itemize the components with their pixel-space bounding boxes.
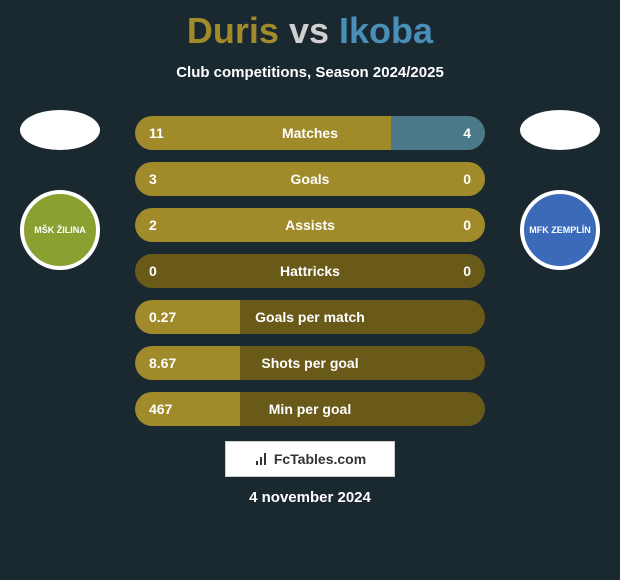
player1-side: MŠK ŽILINA <box>20 110 100 270</box>
stat-row: 0Hattricks0 <box>135 254 485 288</box>
player1-name: Duris <box>187 10 279 51</box>
stat-value-right: 0 <box>463 171 471 187</box>
vs-text: vs <box>289 10 329 51</box>
player1-avatar <box>20 110 100 150</box>
stat-row: 467Min per goal <box>135 392 485 426</box>
footer-label: FcTables.com <box>274 451 366 467</box>
player2-side: MFK ZEMPLÍN <box>520 110 600 270</box>
stat-row: 3Goals0 <box>135 162 485 196</box>
stat-row: 8.67Shots per goal <box>135 346 485 380</box>
player2-name: Ikoba <box>339 10 433 51</box>
player1-club-badge: MŠK ŽILINA <box>20 190 100 270</box>
player2-avatar <box>520 110 600 150</box>
stat-row: 0.27Goals per match <box>135 300 485 334</box>
stat-row: 11Matches4 <box>135 116 485 150</box>
stat-value-right: 0 <box>463 217 471 233</box>
stat-value-right: 4 <box>463 125 471 141</box>
stat-label: Goals per match <box>135 309 485 325</box>
chart-icon <box>254 451 270 467</box>
stat-value-right: 0 <box>463 263 471 279</box>
comparison-title: Duris vs Ikoba <box>0 0 620 52</box>
stat-label: Hattricks <box>135 263 485 279</box>
stat-row: 2Assists0 <box>135 208 485 242</box>
stat-label: Min per goal <box>135 401 485 417</box>
stat-label: Goals <box>135 171 485 187</box>
subtitle: Club competitions, Season 2024/2025 <box>0 64 620 81</box>
stat-label: Shots per goal <box>135 355 485 371</box>
player2-club-badge: MFK ZEMPLÍN <box>520 190 600 270</box>
date-text: 4 november 2024 <box>0 489 620 506</box>
stat-label: Assists <box>135 217 485 233</box>
stats-container: 11Matches43Goals02Assists00Hattricks00.2… <box>135 116 485 426</box>
fctables-logo: FcTables.com <box>225 441 395 477</box>
stat-label: Matches <box>135 125 485 141</box>
